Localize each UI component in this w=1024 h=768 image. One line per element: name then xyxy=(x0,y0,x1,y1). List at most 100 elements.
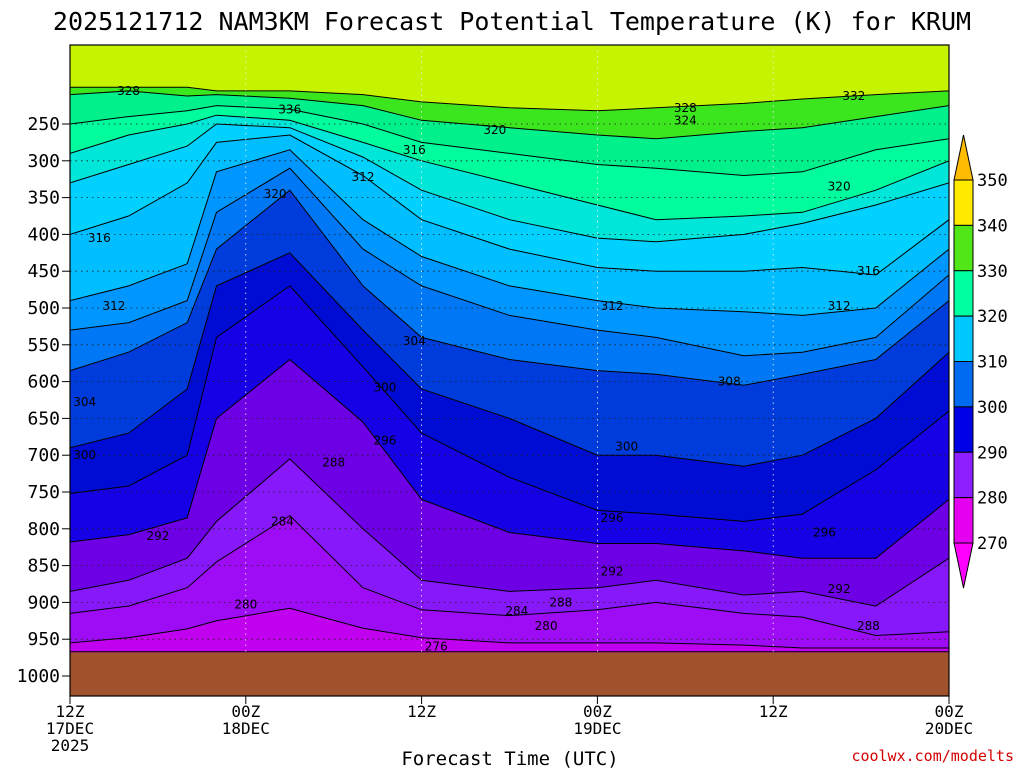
contour-label: 320 xyxy=(828,180,851,194)
y-tick-label: 900 xyxy=(27,592,60,613)
legend-swatch xyxy=(953,361,974,408)
legend-swatch xyxy=(953,270,974,317)
contour-label: 312 xyxy=(102,299,125,313)
isentrope-292 xyxy=(70,358,949,559)
legend-level-label: 320 xyxy=(977,307,1008,327)
legend-level-label: 300 xyxy=(977,398,1008,418)
y-tick-label: 400 xyxy=(27,224,60,245)
x-tick-label: 12Z xyxy=(407,702,436,721)
legend-bottom-arrow xyxy=(953,542,974,589)
x-tick-label: 20DEC xyxy=(925,719,973,738)
y-tick-label: 600 xyxy=(27,372,60,393)
contour-label: 328 xyxy=(117,84,140,98)
isentrope-332 xyxy=(70,90,949,140)
legend-top-arrow xyxy=(953,134,974,181)
contour-label: 276 xyxy=(425,640,448,654)
chart-title: 2025121712 NAM3KM Forecast Potential Tem… xyxy=(53,7,971,36)
legend-level-label: 330 xyxy=(977,262,1008,282)
contour-label: 300 xyxy=(615,439,638,453)
contour-label: 292 xyxy=(601,564,624,578)
contour-label: 288 xyxy=(549,595,572,609)
x-tick-label: 19DEC xyxy=(573,719,621,738)
contour-label: 320 xyxy=(264,187,287,201)
y-tick-label: 450 xyxy=(27,261,60,282)
isentrope-312 xyxy=(70,149,949,316)
x-tick-label: 18DEC xyxy=(222,719,270,738)
y-tick-label: 950 xyxy=(27,629,60,650)
terrain-surface xyxy=(70,652,949,696)
isentrope-320 xyxy=(70,123,949,243)
contour-label: 288 xyxy=(857,619,880,633)
legend-swatch xyxy=(953,451,974,499)
isentrope-280 xyxy=(70,607,949,649)
legend-level-label: 290 xyxy=(977,443,1008,463)
contour-label: 296 xyxy=(601,511,624,525)
contour-label: 300 xyxy=(374,380,397,394)
theta-fill-layer xyxy=(70,45,949,695)
y-axis: 250 300 350 400 450 500 550 600 650 700 750 800 850 9… xyxy=(17,114,70,687)
isentrope-288 xyxy=(70,458,949,607)
contour-label: 304 xyxy=(403,334,426,348)
contour-label: 312 xyxy=(352,170,375,184)
y-tick-label: 650 xyxy=(27,408,60,429)
contour-label: 284 xyxy=(271,514,294,528)
isentrope-304 xyxy=(70,189,949,386)
contour-label: 280 xyxy=(234,598,257,612)
contour-label: 296 xyxy=(813,525,836,539)
isentrope-300 xyxy=(70,252,949,467)
legend-level-label: 310 xyxy=(977,353,1008,373)
y-tick-label: 700 xyxy=(27,445,60,466)
y-tick-label: 550 xyxy=(27,335,60,356)
x-tick-label: 00Z xyxy=(231,702,260,721)
contour-label: 308 xyxy=(718,375,741,389)
contour-label: 296 xyxy=(374,433,397,447)
legend-swatch xyxy=(953,224,974,272)
plot-frame xyxy=(69,44,950,697)
x-tick-label: 12Z xyxy=(759,702,788,721)
legend-level-label: 350 xyxy=(977,171,1008,191)
y-tick-label: 1000 xyxy=(17,666,60,687)
contour-label: 316 xyxy=(403,143,426,157)
y-tick-label: 800 xyxy=(27,519,60,540)
y-tick-label: 250 xyxy=(27,114,60,135)
legend-swatch xyxy=(953,406,974,453)
legend-swatch xyxy=(953,497,974,544)
legend-level-label: 270 xyxy=(977,534,1008,554)
contour-label: 320 xyxy=(483,123,506,137)
legend-swatch xyxy=(953,179,974,226)
y-tick-label: 300 xyxy=(27,151,60,172)
isentrope-324 xyxy=(70,114,949,221)
grid-lines xyxy=(70,45,949,696)
contour-label: 324 xyxy=(674,113,697,127)
legend-level-label: 280 xyxy=(977,489,1008,509)
y-tick-label: 500 xyxy=(27,298,60,319)
contour-label: 280 xyxy=(535,619,558,633)
isentrope-328 xyxy=(70,105,949,177)
contour-label: 328 xyxy=(674,101,697,115)
isentrope-336 xyxy=(70,86,949,112)
contour-label: 336 xyxy=(278,102,301,116)
contour-label: 304 xyxy=(73,395,96,409)
contour-label: 292 xyxy=(828,582,851,596)
legend-level-label: 340 xyxy=(977,216,1008,236)
credit-text: coolwx.com/modelts xyxy=(851,747,1014,765)
contour-label: 312 xyxy=(828,299,851,313)
isentrope-lines xyxy=(70,86,949,653)
isentrope-308 xyxy=(70,167,949,357)
contour-label: 316 xyxy=(857,264,880,278)
contour-label: 316 xyxy=(88,231,111,245)
x-tick-label: 2025 xyxy=(51,736,90,755)
y-tick-label: 350 xyxy=(27,188,60,209)
x-axis-title: Forecast Time (UTC) xyxy=(401,748,618,768)
x-tick-label: 12Z xyxy=(56,702,85,721)
isentrope-284 xyxy=(70,514,949,637)
x-tick-label: 00Z xyxy=(935,702,964,721)
contour-label: 312 xyxy=(601,299,624,313)
isentrope-316 xyxy=(70,134,949,276)
contour-label: 288 xyxy=(322,456,345,470)
legend-swatch xyxy=(953,315,974,362)
y-tick-label: 850 xyxy=(27,556,60,577)
